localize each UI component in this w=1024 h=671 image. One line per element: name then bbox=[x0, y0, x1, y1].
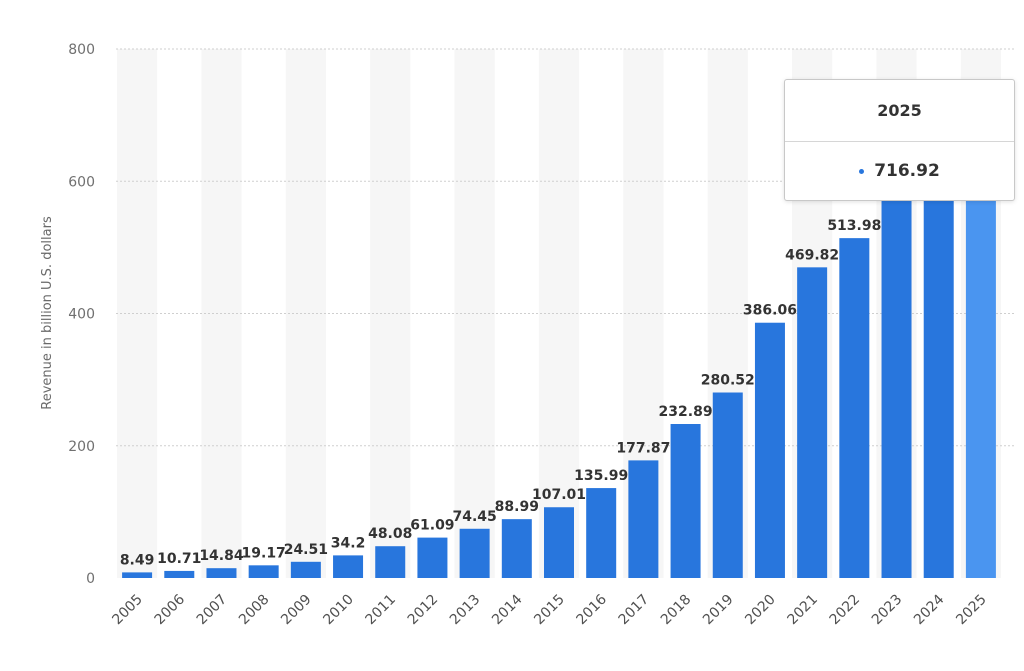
data-label-2007: 14.84 bbox=[199, 548, 244, 564]
data-label-2020: 386.06 bbox=[743, 303, 797, 319]
bar-2006[interactable] bbox=[164, 570, 195, 578]
data-label-2017: 177.87 bbox=[616, 440, 670, 456]
bar-2016[interactable] bbox=[586, 488, 617, 578]
x-tick-label-2025: 2025 bbox=[953, 592, 990, 629]
bar-2023[interactable] bbox=[881, 196, 912, 578]
x-tick-label-2020: 2020 bbox=[742, 592, 779, 629]
tooltip-row: 716.92 bbox=[785, 142, 1014, 200]
y-tick-label: 800 bbox=[68, 42, 95, 58]
x-tick-label-2008: 2008 bbox=[236, 592, 273, 629]
data-label-2010: 34.2 bbox=[331, 535, 366, 551]
x-tick-label-2005: 2005 bbox=[109, 592, 146, 629]
bar-2012[interactable] bbox=[417, 537, 448, 578]
data-label-2009: 24.51 bbox=[284, 542, 328, 558]
x-tick-label-2012: 2012 bbox=[405, 592, 442, 629]
y-tick-label: 200 bbox=[68, 439, 95, 455]
data-label-2012: 61.09 bbox=[410, 518, 454, 534]
data-label-2011: 48.08 bbox=[368, 526, 412, 542]
bar-2008[interactable] bbox=[248, 565, 279, 578]
x-tick-label-2014: 2014 bbox=[489, 591, 526, 628]
data-label-2006: 10.71 bbox=[157, 551, 201, 567]
x-tick-label-2010: 2010 bbox=[320, 592, 357, 629]
bar-2019[interactable] bbox=[712, 392, 743, 578]
tooltip-title: 2025 bbox=[785, 80, 1014, 142]
bar-2021[interactable] bbox=[797, 267, 828, 578]
data-label-2021: 469.82 bbox=[785, 247, 839, 263]
bar-2024[interactable] bbox=[923, 196, 954, 578]
x-tick-label-2023: 2023 bbox=[869, 592, 906, 629]
tooltip: 2025 716.92 bbox=[784, 79, 1015, 201]
x-tick-label-2015: 2015 bbox=[531, 592, 568, 629]
data-label-2022: 513.98 bbox=[827, 218, 881, 234]
x-tick-label-2017: 2017 bbox=[616, 592, 653, 629]
data-label-2015: 107.01 bbox=[532, 487, 586, 503]
x-tick-label-2019: 2019 bbox=[700, 592, 737, 629]
x-tick-label-2024: 2024 bbox=[911, 591, 948, 628]
tooltip-value: 716.92 bbox=[874, 161, 940, 181]
bar-2020[interactable] bbox=[754, 322, 785, 578]
x-tick-label-2007: 2007 bbox=[194, 592, 231, 629]
y-tick-label: 600 bbox=[68, 174, 95, 190]
x-tick-label-2022: 2022 bbox=[827, 592, 864, 629]
bar-2011[interactable] bbox=[375, 546, 406, 578]
data-label-2018: 232.89 bbox=[659, 404, 713, 420]
y-tick-label: 400 bbox=[68, 307, 95, 323]
bar-2015[interactable] bbox=[544, 507, 574, 578]
x-tick-label-2009: 2009 bbox=[278, 592, 315, 629]
series-dot-icon bbox=[859, 168, 865, 174]
data-label-2019: 280.52 bbox=[701, 373, 755, 389]
data-label-2005: 8.49 bbox=[120, 552, 155, 568]
bar-2014[interactable] bbox=[501, 519, 532, 578]
bar-2010[interactable] bbox=[333, 555, 364, 578]
data-label-2008: 19.17 bbox=[242, 545, 286, 561]
y-axis-title: Revenue in billion U.S. dollars bbox=[40, 216, 55, 410]
bar-2009[interactable] bbox=[290, 561, 321, 578]
bar-2022[interactable] bbox=[839, 238, 870, 578]
bar-2005[interactable] bbox=[122, 572, 153, 578]
x-tick-label-2013: 2013 bbox=[447, 592, 484, 629]
bar-2013[interactable] bbox=[459, 528, 490, 578]
x-tick-label-2018: 2018 bbox=[658, 592, 695, 629]
x-tick-label-2021: 2021 bbox=[784, 592, 821, 629]
bar-2007[interactable] bbox=[206, 568, 237, 578]
bar-2017[interactable] bbox=[628, 460, 659, 578]
x-tick-label-2016: 2016 bbox=[574, 591, 611, 628]
x-tick-label-2006: 2006 bbox=[152, 591, 189, 628]
x-tick-label-2011: 2011 bbox=[363, 592, 400, 629]
y-tick-label: 0 bbox=[86, 571, 95, 587]
data-label-2013: 74.45 bbox=[452, 509, 496, 525]
data-label-2014: 88.99 bbox=[495, 499, 539, 515]
bar-2018[interactable] bbox=[670, 424, 701, 578]
data-label-2016: 135.99 bbox=[574, 468, 628, 484]
